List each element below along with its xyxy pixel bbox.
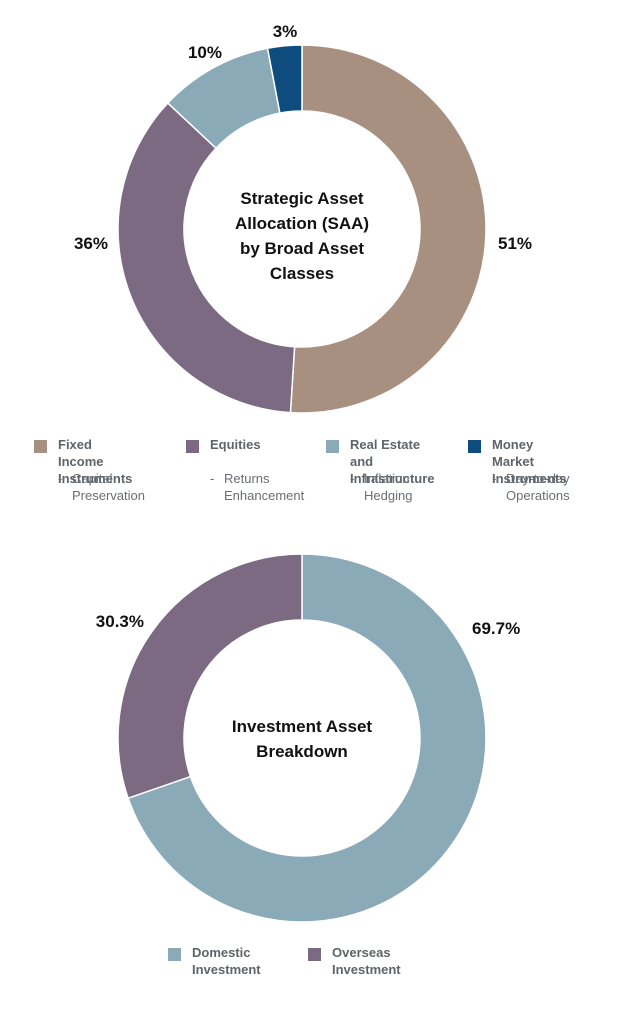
legend-label-equities: Equities (210, 437, 261, 452)
legend-label-fixed-income: Fixed Income Instruments (58, 437, 133, 486)
legend-dash: - (350, 471, 355, 486)
data-label-real-estate-and-infrastructure: 10% (188, 43, 222, 62)
slice-equities (117, 101, 296, 414)
legend-swatch-fixed-income (34, 440, 47, 453)
legend-dash: - (492, 471, 497, 486)
legend-dash: - (58, 471, 63, 486)
data-label-money-market-instruments: 3% (273, 22, 298, 41)
legend-label-real-estate: Real Estate and Infrastructure (350, 437, 435, 486)
legend-label-overseas: Overseas Investment (332, 945, 401, 977)
chart-title-line: Allocation (SAA) (235, 214, 369, 233)
chart-title-line: Breakdown (256, 742, 348, 761)
chart-title-line: Strategic Asset (240, 189, 363, 208)
legend-desc-text: Capital Preservation (72, 471, 145, 503)
legend-desc-text: Day-to-day Operations (506, 471, 570, 503)
chart-title-line: Classes (270, 264, 334, 283)
data-label-fixed-income-instruments: 51% (498, 234, 532, 253)
chart-title-line: by Broad Asset (240, 239, 364, 258)
legend-desc-text: Inflation Hedging (364, 471, 413, 503)
slice-fixed-income-instruments (289, 44, 487, 414)
saa-donut-chart: 51% 36% 10% 3% Strategic Asset Allocation (SA… (74, 22, 532, 414)
chart-center-title: Investment Asset Breakdown (232, 717, 372, 761)
legend-swatch-real-estate (326, 440, 339, 453)
investment-breakdown-donut-chart: 69.7% 30.3% Investment Asset Breakdown (96, 553, 520, 923)
legend-label-money-market: Money Market Instruments (492, 437, 567, 486)
data-label-equities: 36% (74, 234, 108, 253)
slice-domestic-investment (127, 553, 487, 923)
data-label-overseas-investment: 30.3% (96, 612, 144, 631)
legend-dash: - (210, 471, 215, 486)
legend-swatch-equities (186, 440, 199, 453)
legend-desc-text: Returns Enhancement (224, 471, 305, 503)
legend-swatch-domestic (168, 948, 181, 961)
legend-swatch-money-market (468, 440, 481, 453)
legend-label-domestic: Domestic Investment (192, 945, 261, 977)
chart-title-line: Investment Asset (232, 717, 372, 736)
chart-center-title: Strategic Asset Allocation (SAA) by Broad … (235, 189, 369, 283)
saa-legend: Fixed Income Instruments - Capital Prese… (0, 436, 620, 516)
legend-swatch-overseas (308, 948, 321, 961)
investment-legend: Domestic Investment Overseas Investment (0, 944, 620, 984)
slice-money-market-instruments (266, 44, 303, 114)
slice-overseas-investment (117, 553, 303, 800)
data-label-domestic-investment: 69.7% (472, 619, 520, 638)
